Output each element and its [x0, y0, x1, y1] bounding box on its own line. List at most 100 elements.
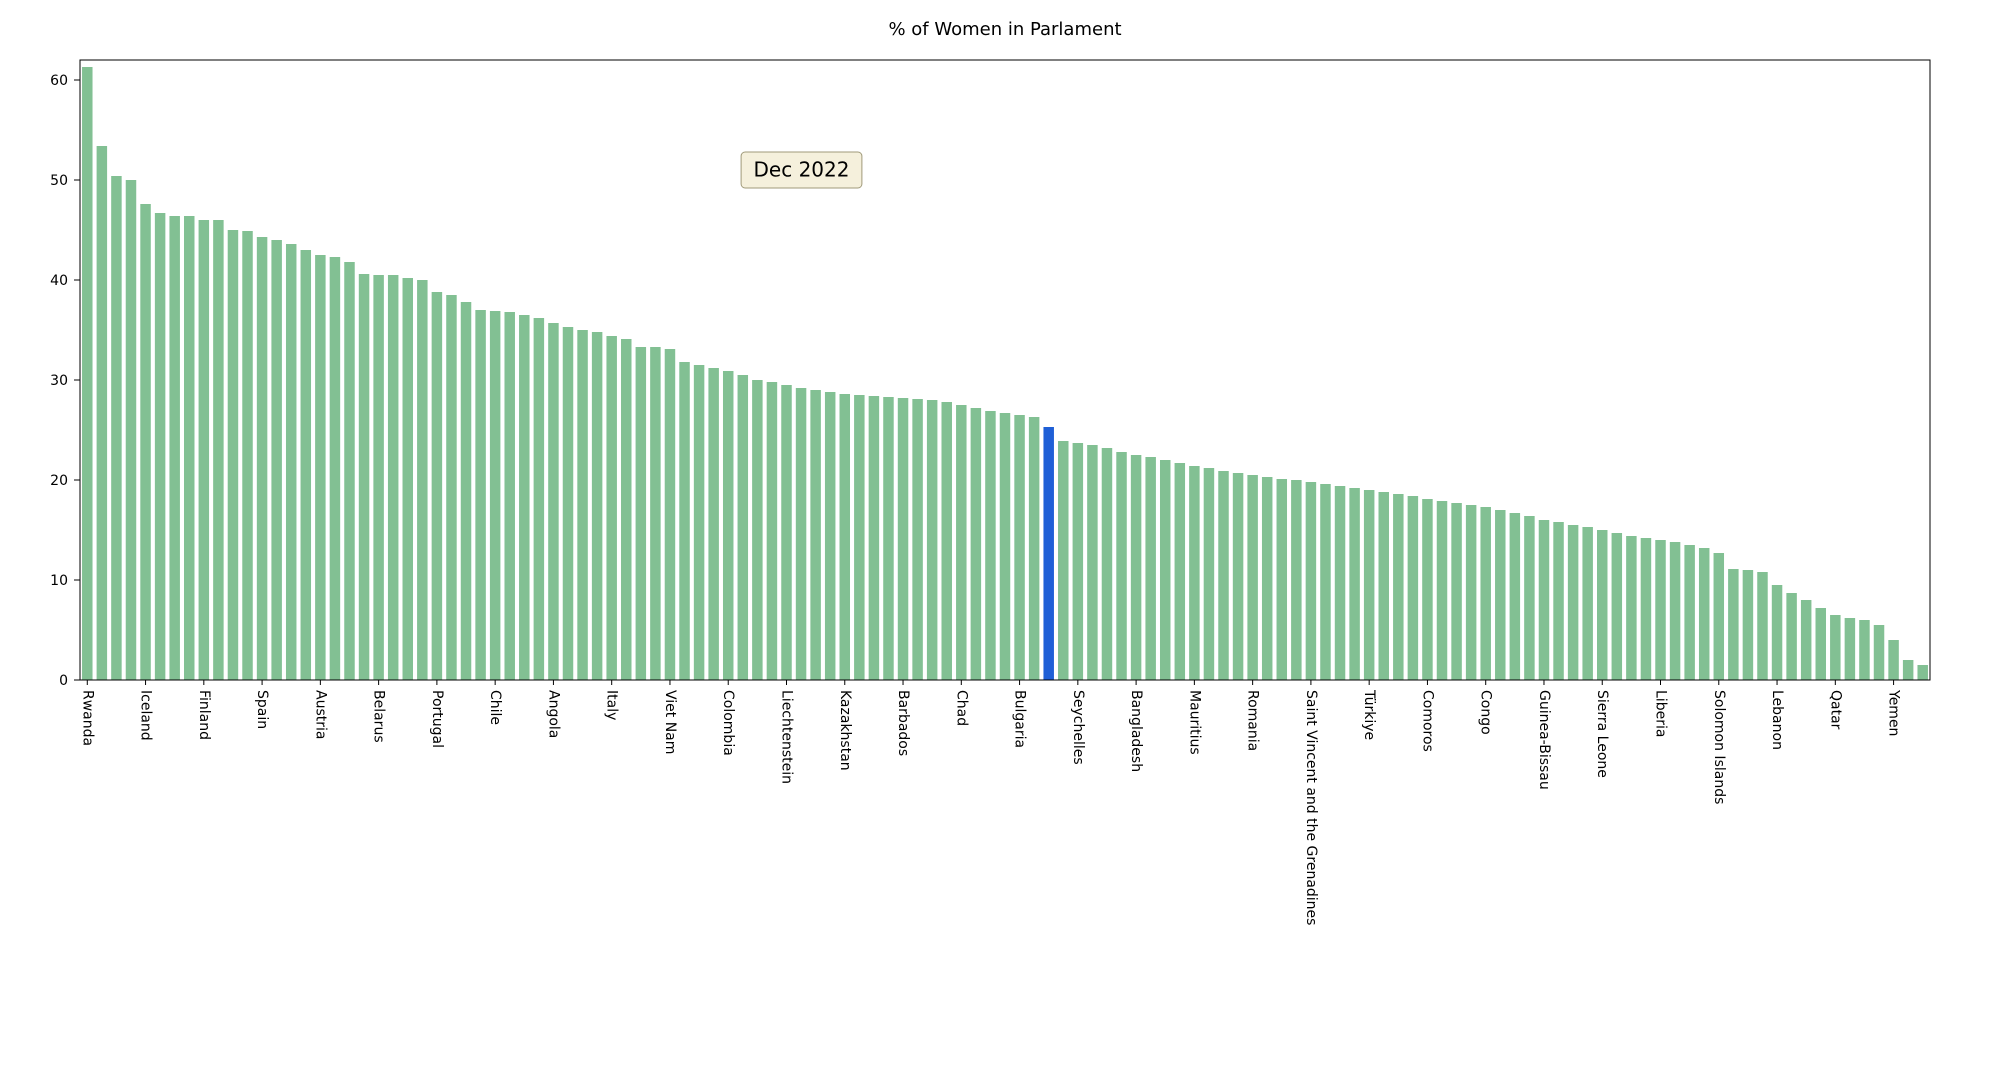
- bar: [1626, 536, 1636, 680]
- bar: [388, 275, 398, 680]
- bar: [971, 408, 981, 680]
- y-tick-label: 10: [50, 573, 68, 589]
- bar: [97, 146, 107, 680]
- bar: [738, 375, 748, 680]
- bar: [723, 371, 733, 680]
- bar: [432, 292, 442, 680]
- bar: [1743, 570, 1753, 680]
- bar: [854, 395, 864, 680]
- bar: [1714, 553, 1724, 680]
- bar: [111, 176, 121, 680]
- bar: [621, 339, 631, 680]
- x-tick-label: Bangladesh: [1128, 690, 1144, 772]
- bar: [941, 402, 951, 680]
- chart-wrapper: % of Women in Parlament0102030405060Rwan…: [0, 0, 2000, 1066]
- bar: [271, 240, 281, 680]
- y-tick-label: 40: [50, 273, 68, 289]
- bar: [1728, 569, 1738, 680]
- bar: [650, 347, 660, 680]
- bar: [126, 180, 136, 680]
- bar: [1058, 441, 1068, 680]
- bar: [169, 216, 179, 680]
- x-tick-label: Chile: [487, 690, 503, 725]
- bar: [1684, 545, 1694, 680]
- bar: [1393, 494, 1403, 680]
- x-tick-label: Rwanda: [79, 690, 95, 746]
- bar: [417, 280, 427, 680]
- bar: [1378, 492, 1388, 680]
- bar: [1131, 455, 1141, 680]
- bar: [1670, 542, 1680, 680]
- bar: [242, 231, 252, 680]
- x-tick-label: Chad: [953, 690, 969, 726]
- bar: [1306, 482, 1316, 680]
- bar: [1262, 477, 1272, 680]
- x-tick-label: Solomon Islands: [1711, 690, 1727, 804]
- x-tick-label: Liechtenstein: [778, 690, 794, 784]
- bar: [1699, 548, 1709, 680]
- x-tick-label: Guinea-Bissau: [1536, 690, 1552, 790]
- bar: [1189, 466, 1199, 680]
- bar: [1320, 484, 1330, 680]
- x-tick-label: Iceland: [138, 690, 154, 741]
- bar: [315, 255, 325, 680]
- bar: [1612, 533, 1622, 680]
- bar: [373, 275, 383, 680]
- bar: [1233, 473, 1243, 680]
- bar: [1437, 501, 1447, 680]
- x-tick-label: Angola: [545, 690, 561, 738]
- bar: [781, 385, 791, 680]
- chart-title: % of Women in Parlament: [888, 19, 1121, 40]
- bar: [461, 302, 471, 680]
- bar: [869, 396, 879, 680]
- bar: [1116, 452, 1126, 680]
- bar: [1000, 413, 1010, 680]
- bar: [1218, 471, 1228, 680]
- x-tick-label: Mauritius: [1186, 690, 1202, 755]
- bar: [140, 204, 150, 680]
- bar: [1568, 525, 1578, 680]
- x-tick-label: Austria: [312, 690, 328, 739]
- bar: [708, 368, 718, 680]
- bar: [1277, 479, 1287, 680]
- bar: [1874, 625, 1884, 680]
- bar: [82, 67, 92, 680]
- bar: [213, 220, 223, 680]
- bar: [679, 362, 689, 680]
- bar: [1757, 572, 1767, 680]
- bar: [840, 394, 850, 680]
- bar: [606, 336, 616, 680]
- bar: [155, 213, 165, 680]
- bar: [1247, 475, 1257, 680]
- bar: [1845, 618, 1855, 680]
- x-tick-label: Finland: [196, 690, 212, 740]
- bar: [1349, 488, 1359, 680]
- y-tick-label: 20: [50, 473, 68, 489]
- bar: [577, 330, 587, 680]
- bar: [1204, 468, 1214, 680]
- bar: [985, 411, 995, 680]
- bar: [1830, 615, 1840, 680]
- bar: [883, 397, 893, 680]
- x-tick-label: Liberia: [1653, 690, 1669, 737]
- bar: [301, 250, 311, 680]
- x-tick-label: Kazakhstan: [837, 690, 853, 771]
- bar: [927, 400, 937, 680]
- bar: [1597, 530, 1607, 680]
- x-tick-label: Barbados: [895, 690, 911, 756]
- bar: [1772, 585, 1782, 680]
- bar: [286, 244, 296, 680]
- bar: [752, 380, 762, 680]
- x-tick-label: Spain: [254, 690, 270, 729]
- bar: [1859, 620, 1869, 680]
- bar: [912, 399, 922, 680]
- bar: [344, 262, 354, 680]
- bar: [1422, 499, 1432, 680]
- y-tick-label: 30: [50, 373, 68, 389]
- x-tick-label: Lebanon: [1769, 690, 1785, 750]
- x-tick-label: Colombia: [720, 690, 736, 756]
- bar: [1014, 415, 1024, 680]
- bar: [810, 390, 820, 680]
- bar: [1524, 516, 1534, 680]
- bar: [1175, 463, 1185, 680]
